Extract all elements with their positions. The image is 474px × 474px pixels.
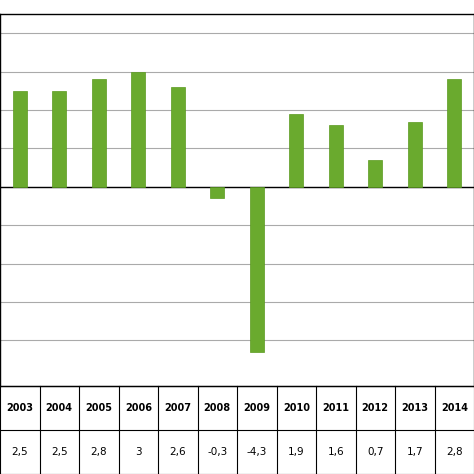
Bar (171, 87, 185, 187)
Text: 2,8: 2,8 (446, 447, 463, 457)
Text: 2009: 2009 (243, 403, 270, 413)
Text: -0,3: -0,3 (207, 447, 228, 457)
Bar (368, 160, 382, 187)
Text: 2006: 2006 (125, 403, 152, 413)
Text: -4,3: -4,3 (246, 447, 267, 457)
Text: 2007: 2007 (164, 403, 191, 413)
Text: 2,8: 2,8 (91, 447, 107, 457)
Text: 1,6: 1,6 (328, 447, 344, 457)
Bar (52, 91, 66, 187)
Text: 2,5: 2,5 (11, 447, 28, 457)
Text: 1,7: 1,7 (406, 447, 423, 457)
Text: 2003: 2003 (6, 403, 33, 413)
Text: 3: 3 (135, 447, 142, 457)
Bar (13, 91, 27, 187)
Bar (210, 187, 224, 198)
Bar (329, 126, 343, 187)
Text: 2008: 2008 (204, 403, 231, 413)
Text: 1,9: 1,9 (288, 447, 305, 457)
Text: 2010: 2010 (283, 403, 310, 413)
Text: 2013: 2013 (401, 403, 428, 413)
Bar (250, 187, 264, 352)
Text: 2004: 2004 (46, 403, 73, 413)
Bar (92, 80, 106, 187)
Bar (408, 122, 422, 187)
Text: 0,7: 0,7 (367, 447, 383, 457)
Bar (131, 72, 145, 187)
Text: 2005: 2005 (85, 403, 112, 413)
Bar (447, 80, 461, 187)
Text: 2,6: 2,6 (169, 447, 186, 457)
Text: 2012: 2012 (362, 403, 389, 413)
Bar (289, 114, 303, 187)
Text: 2014: 2014 (441, 403, 468, 413)
Text: 2011: 2011 (322, 403, 349, 413)
Text: 2,5: 2,5 (51, 447, 68, 457)
